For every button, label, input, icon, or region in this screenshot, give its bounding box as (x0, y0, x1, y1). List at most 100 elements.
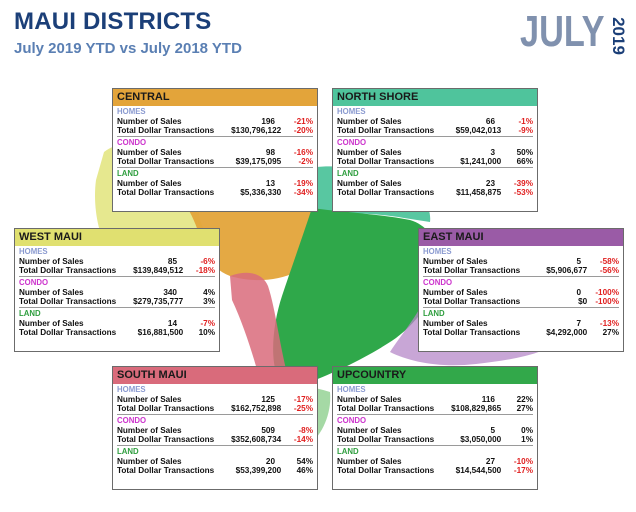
district-header: EAST MAUI (419, 229, 623, 246)
section-land: LAND Number of Sales 14 -7% Total Dollar Tra… (15, 308, 219, 337)
stat-change: -56% (599, 266, 619, 275)
section-divider (337, 136, 533, 137)
district-east-maui: EAST MAUI HOMES Number of Sales 5 -58% Total … (418, 228, 624, 352)
stat-row: Number of Sales 98 -16% (117, 148, 313, 157)
stat-value: $39,175,095 (235, 157, 282, 166)
stat-change: 50% (516, 148, 533, 157)
section-homes: HOMES Number of Sales 5 -58% Total Dollar Tr… (419, 246, 623, 275)
stat-row: Number of Sales 116 22% (337, 395, 533, 404)
stat-value: $0 (578, 297, 588, 306)
stat-label: Total Dollar Transactions (117, 188, 215, 197)
stat-change: -34% (293, 188, 313, 197)
section-condo: CONDO Number of Sales 3 50% Total Dollar Tra… (333, 137, 537, 166)
stat-label: Number of Sales (117, 148, 182, 157)
stat-row: Total Dollar Transactions $0 -100% (423, 297, 619, 306)
stat-change: -13% (599, 319, 619, 328)
stat-change: 4% (203, 288, 215, 297)
stat-value: $4,292,000 (546, 328, 588, 337)
stat-change: 0% (521, 426, 533, 435)
stat-label: Total Dollar Transactions (337, 435, 435, 444)
section-title: CONDO (423, 278, 453, 287)
stat-change: -25% (293, 404, 313, 413)
stat-change: -14% (293, 435, 313, 444)
month-label: JULY (520, 7, 605, 56)
stat-row: Total Dollar Transactions $14,544,500 -17% (337, 466, 533, 475)
stat-row: Total Dollar Transactions $16,881,500 10% (19, 328, 215, 337)
stat-label: Number of Sales (337, 148, 402, 157)
section-condo: CONDO Number of Sales 98 -16% Total Dollar T… (113, 137, 317, 166)
stat-change: 3% (203, 297, 215, 306)
stat-value: $139,849,512 (133, 266, 184, 275)
section-title: HOMES (337, 385, 366, 394)
stat-label: Number of Sales (117, 179, 182, 188)
stat-value: $53,399,200 (235, 466, 282, 475)
section-title: HOMES (117, 107, 146, 116)
stat-value: $16,881,500 (137, 328, 184, 337)
section-title: CONDO (337, 416, 367, 425)
stat-row: Total Dollar Transactions $139,849,512 -18… (19, 266, 215, 275)
stat-row: Number of Sales 85 -6% (19, 257, 215, 266)
stat-label: Total Dollar Transactions (19, 328, 117, 337)
section-title: LAND (423, 309, 445, 318)
stat-label: Number of Sales (117, 457, 182, 466)
section-homes: HOMES Number of Sales 66 -1% Total Dollar Tr… (333, 106, 537, 135)
stat-change: -21% (293, 117, 313, 126)
stat-change: 10% (198, 328, 215, 337)
stat-value: $352,608,734 (231, 435, 282, 444)
stat-change: -100% (595, 288, 619, 297)
stat-label: Number of Sales (423, 288, 488, 297)
section-condo: CONDO Number of Sales 509 -8% Total Dollar T… (113, 415, 317, 444)
stat-label: Total Dollar Transactions (337, 188, 435, 197)
stat-label: Total Dollar Transactions (423, 297, 521, 306)
stat-value: $59,042,013 (455, 126, 502, 135)
section-divider (423, 307, 619, 308)
section-divider (117, 445, 313, 446)
stat-change: -8% (298, 426, 313, 435)
stat-value: 509 (261, 426, 275, 435)
section-divider (117, 136, 313, 137)
stat-change: 66% (516, 157, 533, 166)
stat-label: Total Dollar Transactions (117, 466, 215, 475)
stat-row: Number of Sales 14 -7% (19, 319, 215, 328)
section-divider (117, 414, 313, 415)
section-land: LAND Number of Sales 27 -10% Total Dollar Tr… (333, 446, 537, 475)
stat-change: -17% (513, 466, 533, 475)
stat-change: 22% (516, 395, 533, 404)
stat-change: -9% (518, 126, 533, 135)
stat-change: 46% (296, 466, 313, 475)
stat-label: Total Dollar Transactions (423, 266, 521, 275)
stat-row: Number of Sales 27 -10% (337, 457, 533, 466)
stat-label: Total Dollar Transactions (337, 404, 435, 413)
stat-row: Number of Sales 0 -100% (423, 288, 619, 297)
district-header: NORTH SHORE (333, 89, 537, 106)
stat-label: Number of Sales (117, 395, 182, 404)
section-title: CONDO (117, 138, 147, 147)
stat-value: $162,752,898 (231, 404, 282, 413)
page-subtitle: July 2019 YTD vs July 2018 YTD (14, 40, 242, 57)
section-title: HOMES (337, 107, 366, 116)
section-title: CONDO (337, 138, 367, 147)
section-title: LAND (117, 447, 139, 456)
stat-label: Total Dollar Transactions (19, 266, 117, 275)
district-south-maui: SOUTH MAUI HOMES Number of Sales 125 -17% Tot… (112, 366, 318, 490)
stat-value: $1,241,000 (460, 157, 502, 166)
section-title: LAND (337, 169, 359, 178)
stat-row: Total Dollar Transactions $11,458,875 -53% (337, 188, 533, 197)
stat-change: 1% (521, 435, 533, 444)
stat-change: -6% (200, 257, 215, 266)
district-central: CENTRAL HOMES Number of Sales 196 -21% Total … (112, 88, 318, 212)
stat-change: -100% (595, 297, 619, 306)
stat-change: -53% (513, 188, 533, 197)
district-header: WEST MAUI (15, 229, 219, 246)
stat-change: 27% (602, 328, 619, 337)
stat-value: $14,544,500 (455, 466, 502, 475)
stat-label: Number of Sales (423, 257, 488, 266)
section-title: CONDO (19, 278, 49, 287)
section-land: LAND Number of Sales 13 -19% Total Dollar Tr… (113, 168, 317, 197)
stat-value: 0 (576, 288, 581, 297)
stat-label: Number of Sales (337, 457, 402, 466)
year-label: 2019 (609, 17, 628, 55)
section-divider (337, 445, 533, 446)
section-title: CONDO (117, 416, 147, 425)
stat-value: 116 (481, 395, 495, 404)
